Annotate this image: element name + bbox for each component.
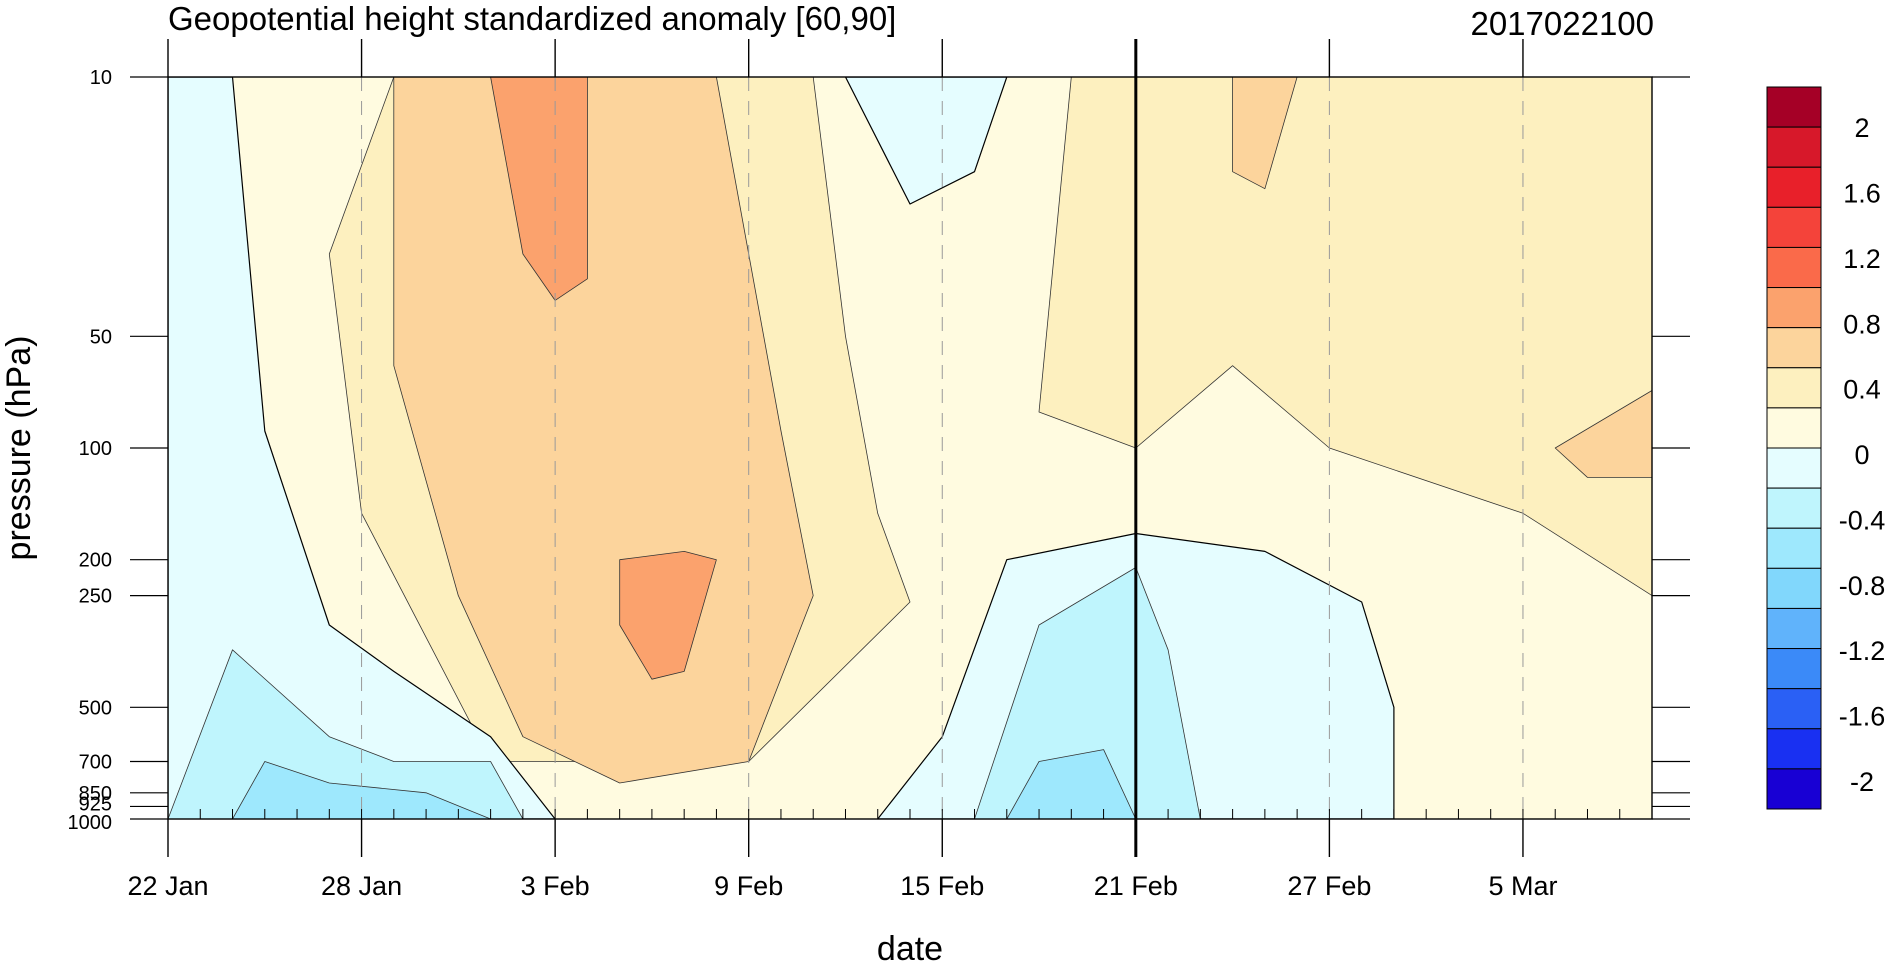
colorbar-label: 0.4 <box>1843 375 1881 405</box>
colorbar-swatch <box>1766 246 1822 289</box>
colorbar-swatch <box>1766 126 1822 168</box>
colorbar-swatch <box>1766 407 1822 449</box>
y-tick-label: 50 <box>90 326 112 348</box>
colorbar-swatch <box>1766 768 1822 810</box>
y-tick-label: 250 <box>79 586 112 608</box>
colorbar-swatch <box>1766 86 1822 128</box>
y-tick-label: 10 <box>90 67 112 89</box>
contour-field-7 <box>168 77 556 819</box>
x-tick-label: 3 Feb <box>521 871 590 901</box>
colorbar-swatch <box>1766 527 1822 569</box>
y-tick-label: 925 <box>79 793 112 815</box>
y-tick-label: 100 <box>79 438 112 460</box>
y-tick-label: 500 <box>79 697 112 719</box>
colorbar-label: 2 <box>1854 113 1869 143</box>
y-tick-label: 200 <box>79 550 112 572</box>
colorbar-swatch <box>1766 567 1822 609</box>
colorbar-swatch <box>1766 487 1822 529</box>
x-tick-label: 15 Feb <box>900 871 984 901</box>
colorbar-swatch <box>1766 648 1822 690</box>
colorbar-label: -0.4 <box>1839 505 1886 535</box>
colorbar-label: 1.2 <box>1843 244 1881 274</box>
y-tick-label: 850 <box>79 783 112 805</box>
colorbar-label: 1.6 <box>1843 178 1881 208</box>
contour-fields <box>168 77 1652 819</box>
contour-field-6 <box>619 551 717 680</box>
colorbar-label: -0.8 <box>1839 571 1886 601</box>
colorbar-swatch <box>1766 447 1822 489</box>
colorbar-swatch <box>1766 287 1822 329</box>
contour-field-4 <box>1232 77 1298 190</box>
y-tick-label: 1000 <box>68 812 113 834</box>
x-tick-label: 5 Mar <box>1488 871 1557 901</box>
y-axis-label: pressure (hPa) <box>0 336 38 561</box>
contour-field-8 <box>844 77 1008 205</box>
colorbar-swatch <box>1766 327 1822 369</box>
colorbar-label: -2 <box>1850 767 1874 797</box>
y-tick-label: 700 <box>79 752 112 774</box>
colorbar-swatch <box>1766 728 1822 770</box>
chart-title: Geopotential height standardized anomaly… <box>168 0 896 37</box>
x-tick-label: 22 Jan <box>127 871 208 901</box>
x-tick-label: 9 Feb <box>714 871 783 901</box>
colorbar-swatch <box>1766 688 1822 730</box>
date-stamp: 2017022100 <box>1470 5 1654 42</box>
colorbar-swatch <box>1766 607 1822 650</box>
contour-field-11 <box>974 567 1201 819</box>
colorbar-label: -1.6 <box>1839 702 1886 732</box>
contour-field-3 <box>1554 390 1652 478</box>
colorbar-swatch <box>1766 166 1822 208</box>
colorbar-swatch <box>1766 206 1822 248</box>
contour-field-13 <box>1006 749 1137 819</box>
contour-field-5 <box>490 77 588 301</box>
colorbar-label: 0 <box>1854 440 1869 470</box>
x-tick-label: 28 Jan <box>321 871 402 901</box>
x-axis-label: date <box>877 930 943 963</box>
x-tick-label: 27 Feb <box>1287 871 1371 901</box>
contour-field-12 <box>232 761 492 819</box>
colorbar-label: 0.8 <box>1843 309 1881 339</box>
colorbar-label: -1.2 <box>1839 636 1886 666</box>
x-tick-label: 21 Feb <box>1094 871 1178 901</box>
colorbar-swatch <box>1766 367 1822 409</box>
